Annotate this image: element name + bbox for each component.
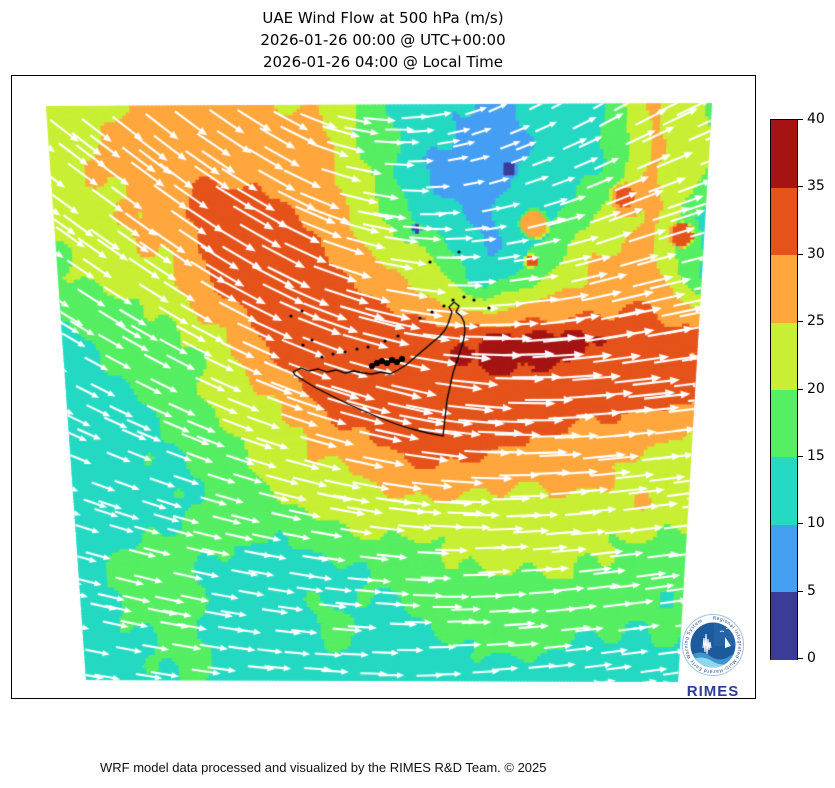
axes-frame — [11, 75, 756, 699]
colorbar-segment — [771, 524, 797, 593]
colorbar-tick-label: 10 — [807, 515, 825, 532]
colorbar-tick-label: 40 — [807, 111, 825, 127]
colorbar-tick-label: 5 — [807, 582, 816, 599]
colorbar-tick — [798, 119, 803, 120]
colorbar-tick-label: 25 — [807, 313, 825, 330]
colorbar-tick — [798, 388, 803, 390]
colorbar-segment — [771, 322, 797, 390]
rimes-logo-sail — [725, 637, 731, 648]
colorbar-segment — [771, 254, 797, 323]
colorbar-tick — [798, 590, 803, 592]
colorbar-segment — [771, 187, 797, 256]
colorbar-segment — [771, 389, 797, 458]
colorbar-tick — [798, 186, 803, 188]
colorbar-tick — [798, 253, 803, 255]
colorbar-tick-label: 15 — [807, 447, 825, 464]
colorbar-tick-label: 0 — [807, 650, 816, 666]
rimes-logo: Regional Integrated Multi-Hazard Early W… — [682, 614, 744, 700]
plot-title-line-1: UAE Wind Flow at 500 hPa (m/s) — [262, 9, 504, 27]
rimes-logo-wordmark: RIMES — [687, 683, 740, 700]
plot-title-line-3: 2026-01-26 04:00 @ Local Time — [262, 53, 504, 71]
plot-title: UAE Wind Flow at 500 hPa (m/s) 2026-01-2… — [0, 7, 766, 73]
colorbar-tick-label: 20 — [807, 380, 825, 397]
colorbar-tick-label: 30 — [807, 245, 825, 262]
colorbar-tick — [798, 658, 803, 659]
colorbar-tick — [798, 455, 803, 457]
colorbar-segment — [771, 120, 797, 188]
footer-caption: WRF model data processed and visualized … — [100, 760, 547, 775]
colorbar-segment — [771, 456, 797, 525]
colorbar-tick-label: 35 — [807, 178, 825, 195]
colorbar-tick — [798, 321, 803, 323]
rimes-logo-seismogram — [702, 633, 712, 655]
wind-field-canvas — [12, 76, 755, 698]
colorbar: 0 5 10 15 20 25 30 35 40 — [770, 111, 835, 666]
colorbar-tick — [798, 523, 803, 525]
plot-title-line-2: 2026-01-26 00:00 @ UTC+00:00 — [260, 31, 506, 49]
colorbar-segment — [771, 591, 797, 660]
colorbar-bar — [770, 119, 798, 660]
